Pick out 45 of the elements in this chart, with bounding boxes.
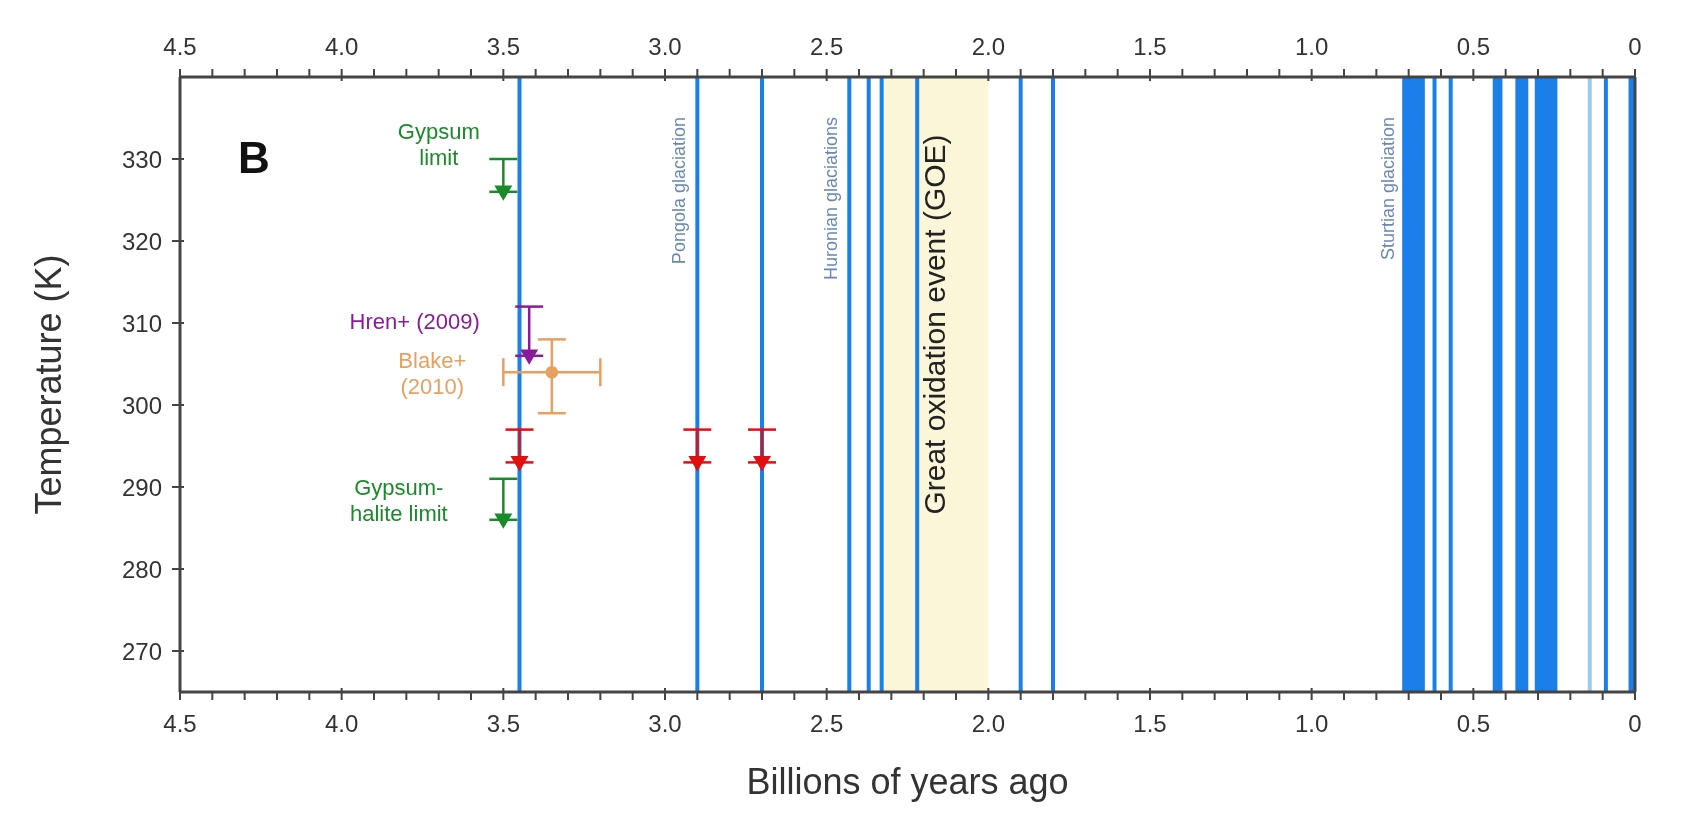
x2-tick-label: 3.5 bbox=[486, 709, 521, 737]
x2-tick-label: 1.0 bbox=[1294, 709, 1329, 737]
y-tick-label: 270 bbox=[121, 637, 162, 665]
x-tick-label: 0.5 bbox=[1456, 33, 1491, 60]
x-tick-label: 3.5 bbox=[486, 33, 521, 60]
annotation: B bbox=[238, 133, 270, 183]
text: Blake+ (2010) bbox=[398, 347, 467, 399]
x2-tick-label: 0 bbox=[1628, 709, 1642, 737]
y-tick-label: 320 bbox=[121, 227, 162, 255]
x2-tick-label: 3.0 bbox=[648, 709, 682, 737]
ref-line-label: Huronian glaciations bbox=[821, 117, 842, 281]
point bbox=[688, 456, 707, 472]
x-tick-label: 0 bbox=[1628, 33, 1642, 60]
y-tick-label: 280 bbox=[121, 555, 162, 583]
x-tick-label: 1.0 bbox=[1294, 33, 1329, 60]
point bbox=[753, 456, 771, 472]
point bbox=[494, 513, 513, 529]
y-tick-label: 300 bbox=[121, 391, 162, 419]
x-tick-label: 4.5 bbox=[163, 33, 197, 60]
x2-tick-label: 4.0 bbox=[324, 709, 359, 737]
band-label: Great oxidation event (GOE) bbox=[918, 134, 952, 515]
x-axis-title: Billions of years ago bbox=[746, 761, 1069, 802]
x2-tick-label: 4.5 bbox=[163, 709, 197, 737]
y-axis-title: Temperature (K) bbox=[27, 254, 69, 515]
point bbox=[510, 456, 529, 472]
ref-line-label: Pongola glaciation bbox=[669, 117, 690, 265]
x-tick-label: 2.0 bbox=[971, 33, 1006, 60]
x2-tick-label: 1.5 bbox=[1133, 709, 1167, 737]
y-tick-label: 290 bbox=[121, 473, 162, 501]
x-tick-label: 1.5 bbox=[1133, 33, 1167, 60]
y-tick-label: 330 bbox=[121, 145, 162, 173]
series-label: Hren+ (2009) bbox=[349, 309, 480, 335]
point bbox=[494, 185, 513, 201]
x-tick-label: 4.0 bbox=[324, 33, 359, 60]
band-label: Sturtian glaciation bbox=[1378, 117, 1399, 261]
x-tick-label: 3.0 bbox=[648, 33, 682, 60]
x-tick-label: 2.5 bbox=[809, 33, 844, 60]
point bbox=[545, 365, 559, 379]
y-tick-label: 310 bbox=[121, 309, 162, 337]
point bbox=[520, 349, 539, 365]
x2-tick-label: 2.5 bbox=[809, 709, 844, 737]
x2-tick-label: 0.5 bbox=[1456, 709, 1491, 737]
text: Gypsum-halite limit bbox=[349, 475, 448, 527]
x2-tick-label: 2.0 bbox=[971, 709, 1006, 737]
series-label: Gypsum limit bbox=[397, 119, 480, 171]
